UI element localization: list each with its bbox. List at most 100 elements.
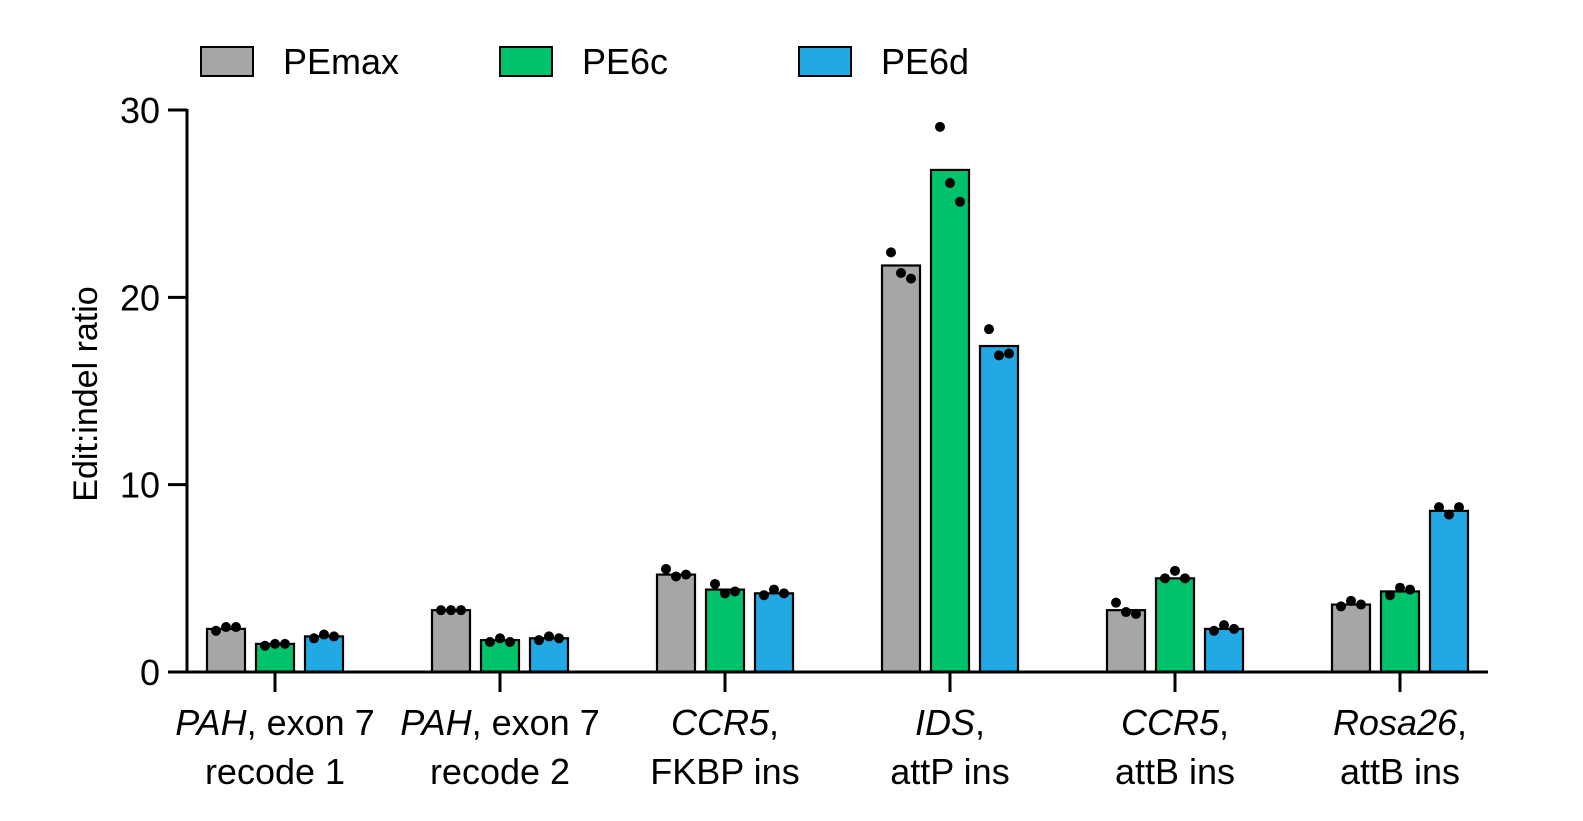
data-point-pemax-4-1	[886, 247, 896, 258]
bar-pemax-2	[430, 609, 472, 674]
bar-pe6c-5	[1154, 577, 1196, 674]
data-point-pe6c-2-3	[505, 637, 515, 648]
bar-pemax-5	[1105, 609, 1147, 674]
category-label-6-line1: Rosa26,	[1333, 702, 1467, 743]
data-point-pemax-1-1	[211, 625, 221, 636]
y-axis-title: Edit:indel ratio	[67, 286, 105, 501]
data-point-pe6d-3-2	[769, 584, 779, 595]
bar-pemax-4	[880, 264, 922, 674]
data-point-pe6c-4-1	[935, 121, 945, 132]
bar-pemax-3	[655, 573, 697, 674]
bar-pemax-1	[205, 627, 247, 674]
category-detail: , exon 7	[247, 702, 375, 743]
data-point-pe6c-6-1	[1385, 590, 1395, 601]
data-point-pemax-4-3	[906, 273, 916, 284]
data-point-pe6d-6-3	[1454, 502, 1464, 513]
data-point-pemax-2-3	[456, 605, 466, 616]
category-detail: ,	[1219, 702, 1229, 743]
y-tick-label-30: 30	[120, 90, 160, 131]
y-tick-label-0: 0	[140, 652, 160, 693]
data-point-pe6d-2-2	[544, 631, 554, 642]
y-tick-label-20: 20	[120, 277, 160, 318]
category-gene-name: Rosa26	[1333, 702, 1458, 743]
category-gene-name: CCR5	[671, 702, 770, 743]
data-point-pemax-2-1	[436, 605, 446, 616]
category-label-6-line2: attB ins	[1340, 751, 1460, 792]
category-label-2-line2: recode 2	[430, 751, 570, 792]
bar-pe6d-5	[1203, 627, 1245, 674]
bar-pe6c-4	[929, 168, 971, 674]
category-label-5-line2: attB ins	[1115, 751, 1235, 792]
category-label-5-line1: CCR5,	[1121, 702, 1229, 743]
data-point-pe6c-5-3	[1180, 573, 1190, 584]
data-point-pe6d-3-1	[759, 590, 769, 601]
data-point-pe6c-1-3	[280, 638, 290, 649]
legend-label-pe6d: PE6d	[881, 41, 969, 82]
data-point-pe6d-5-1	[1209, 625, 1219, 636]
data-point-pe6c-2-1	[485, 637, 495, 648]
data-point-pe6d-4-2	[994, 350, 1004, 361]
data-point-pemax-2-2	[446, 605, 456, 616]
data-point-pe6c-3-2	[720, 588, 730, 599]
data-point-pe6c-6-3	[1405, 584, 1415, 595]
bar-pemax-6	[1330, 603, 1372, 674]
legend-swatch-pe6d	[798, 46, 852, 77]
category-label-3-line1: CCR5,	[671, 702, 779, 743]
category-gene-name: PAH	[400, 702, 472, 743]
legend-label-pemax: PEmax	[283, 41, 399, 82]
data-point-pemax-1-2	[221, 622, 231, 633]
data-point-pe6c-6-2	[1395, 582, 1405, 593]
bar-pe6d-3	[753, 592, 795, 674]
category-detail: ,	[1457, 702, 1467, 743]
data-point-pe6d-4-3	[1004, 348, 1014, 359]
data-point-pemax-3-1	[661, 563, 671, 574]
data-point-pemax-5-3	[1131, 608, 1141, 619]
bar-pe6d-6	[1428, 509, 1470, 674]
category-label-1-line1: PAH, exon 7	[175, 702, 374, 743]
data-point-pe6d-6-2	[1444, 509, 1454, 520]
data-point-pe6c-4-2	[945, 178, 955, 189]
category-gene-name: IDS	[915, 702, 975, 743]
data-point-pemax-6-1	[1336, 601, 1346, 612]
category-gene-name: PAH	[175, 702, 247, 743]
bar-pe6c-3	[704, 588, 746, 674]
data-point-pe6d-2-1	[534, 635, 544, 646]
data-point-pe6c-5-2	[1170, 565, 1180, 576]
category-detail: ,	[769, 702, 779, 743]
category-label-1-line2: recode 1	[205, 751, 345, 792]
data-point-pe6d-6-1	[1434, 502, 1444, 513]
category-gene-name: CCR5	[1121, 702, 1220, 743]
data-point-pemax-4-2	[896, 267, 906, 278]
data-point-pe6d-1-2	[319, 629, 329, 640]
data-point-pe6c-3-3	[730, 586, 740, 597]
data-point-pe6c-3-1	[710, 578, 720, 589]
y-tick-label-10: 10	[120, 465, 160, 506]
legend-swatch-pemax	[200, 46, 254, 77]
data-point-pe6d-1-1	[309, 633, 319, 644]
bar-pe6c-6	[1379, 590, 1421, 674]
category-label-4-line1: IDS,	[915, 702, 985, 743]
data-point-pe6d-3-3	[779, 588, 789, 599]
data-point-pemax-1-3	[231, 622, 241, 633]
data-point-pe6c-4-3	[955, 196, 965, 207]
data-point-pe6d-5-2	[1219, 620, 1229, 631]
bar-pe6d-4	[978, 344, 1020, 674]
data-point-pemax-5-1	[1111, 597, 1121, 608]
category-detail: , exon 7	[472, 702, 600, 743]
data-point-pemax-3-3	[681, 569, 691, 580]
category-label-2-line1: PAH, exon 7	[400, 702, 599, 743]
data-point-pemax-5-2	[1121, 607, 1131, 618]
data-point-pe6c-1-2	[270, 638, 280, 649]
data-point-pe6c-5-1	[1160, 573, 1170, 584]
category-detail: ,	[975, 702, 985, 743]
data-point-pemax-3-2	[671, 571, 681, 582]
legend-swatch-pe6c	[499, 46, 553, 77]
data-point-pe6d-1-3	[329, 631, 339, 642]
data-point-pemax-6-3	[1356, 599, 1366, 610]
category-label-4-line2: attP ins	[890, 751, 1009, 792]
data-point-pe6c-1-1	[260, 640, 270, 651]
data-point-pe6d-4-1	[984, 324, 994, 335]
data-point-pemax-6-2	[1346, 595, 1356, 606]
